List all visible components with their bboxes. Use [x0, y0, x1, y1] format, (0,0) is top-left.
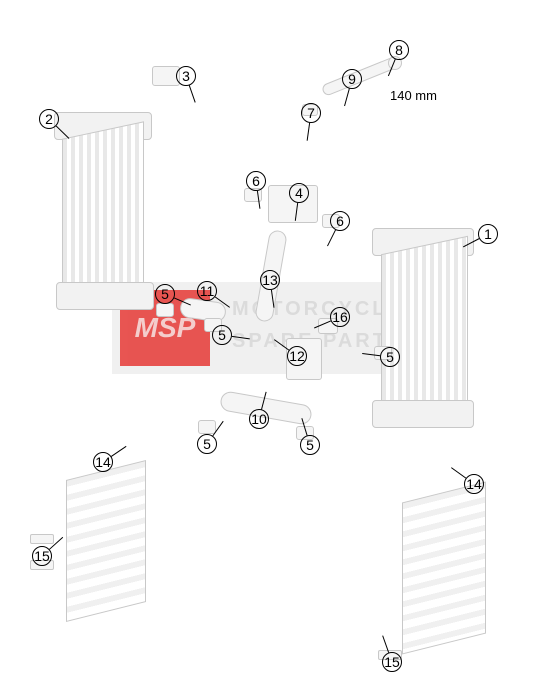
callout-number-5: 5 — [300, 435, 320, 455]
radiator-guard-right — [402, 482, 486, 655]
callout-number-15: 15 — [32, 546, 52, 566]
radiator-right-core — [381, 236, 468, 421]
callout-number-14: 14 — [93, 452, 113, 472]
radiator-right-bottom-tank — [372, 400, 474, 428]
diagram-canvas: MSP MOTORCYCLE SPARE PARTS 140 mm 123455… — [0, 0, 558, 687]
callout-number-12: 12 — [287, 346, 307, 366]
callout-number-8: 8 — [389, 40, 409, 60]
callout-number-10: 10 — [249, 409, 269, 429]
callout-number-2: 2 — [39, 109, 59, 129]
radiator-left-bottom-tank — [56, 282, 154, 310]
callout-number-5: 5 — [212, 325, 232, 345]
callout-number-4: 4 — [289, 183, 309, 203]
callout-number-5: 5 — [380, 347, 400, 367]
callout-number-7: 7 — [301, 103, 321, 123]
callout-number-14: 14 — [464, 474, 484, 494]
hose-clip — [198, 420, 216, 434]
callout-number-6: 6 — [246, 171, 266, 191]
callout-number-5: 5 — [197, 434, 217, 454]
callout-number-1: 1 — [478, 224, 498, 244]
callout-number-15: 15 — [382, 652, 402, 672]
callout-number-3: 3 — [176, 66, 196, 86]
callout-number-11: 11 — [197, 281, 217, 301]
callout-number-13: 13 — [260, 270, 280, 290]
radiator-left-core — [62, 121, 144, 300]
callout-number-5: 5 — [155, 284, 175, 304]
callout-number-16: 16 — [330, 307, 350, 327]
callout-number-6: 6 — [330, 211, 350, 231]
guard-bolt — [30, 534, 54, 544]
dimension-label: 140 mm — [390, 88, 437, 103]
hose-clip — [156, 303, 174, 317]
callout-number-9: 9 — [342, 69, 362, 89]
radiator-guard-left — [66, 460, 146, 622]
